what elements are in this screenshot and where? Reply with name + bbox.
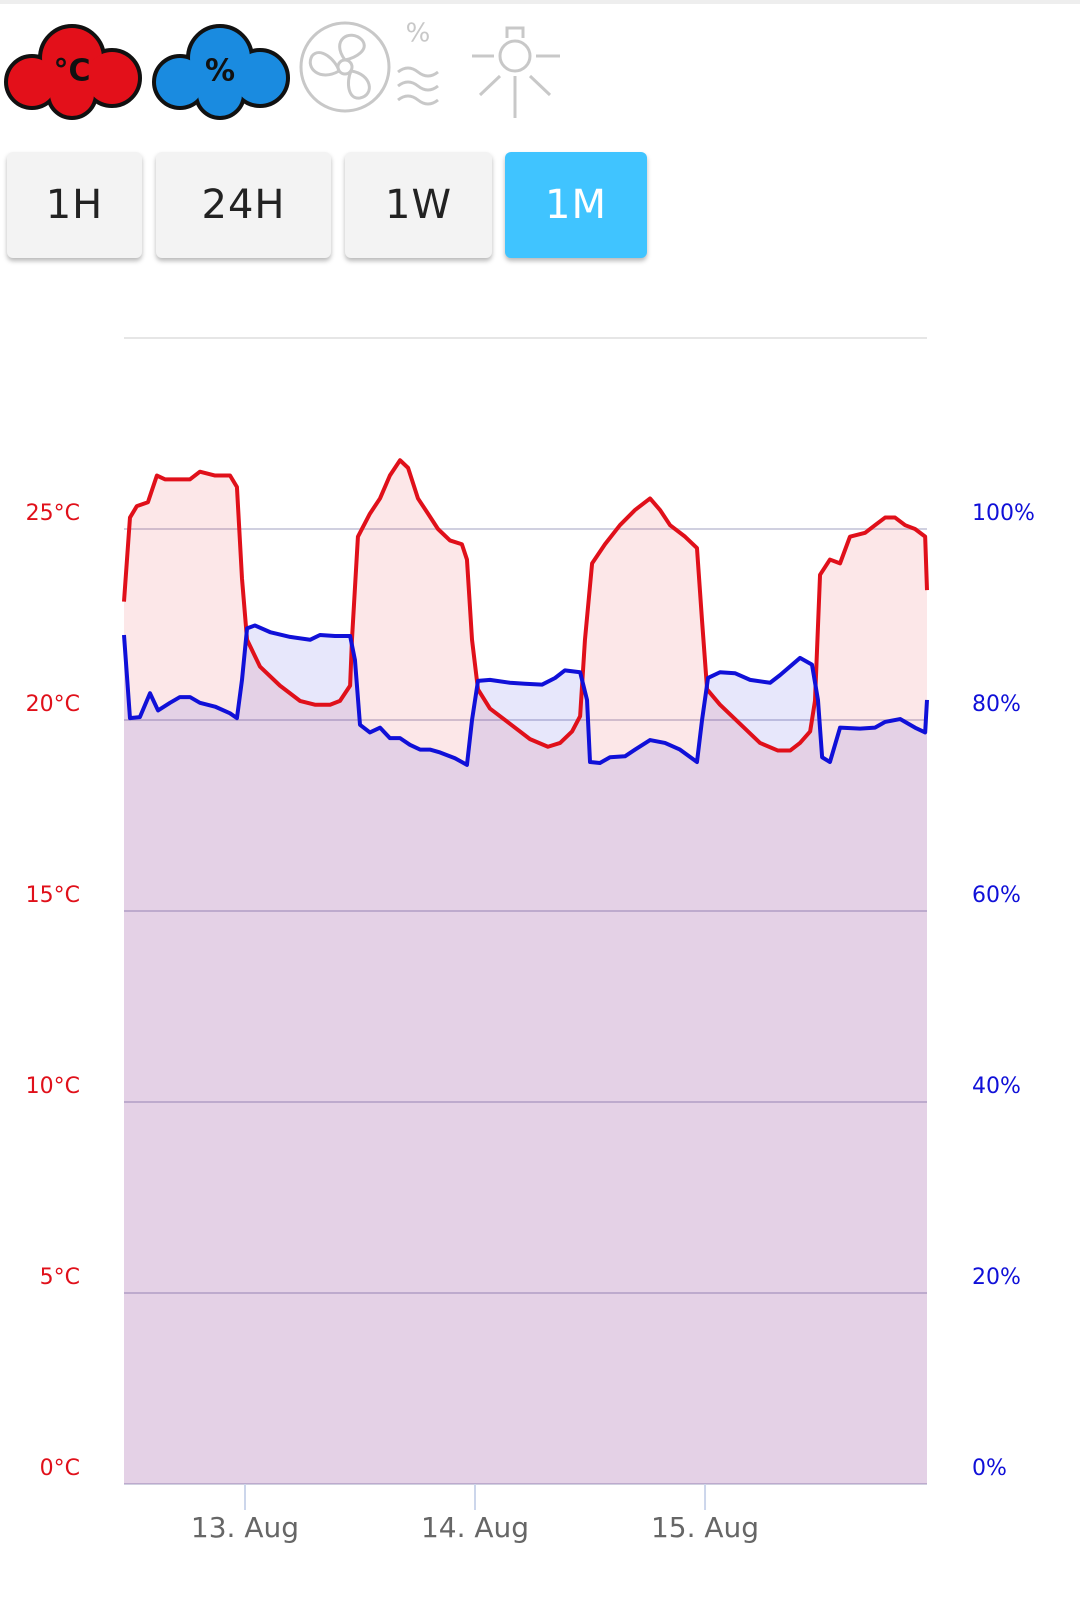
y-tick-label: 15°C [26,883,80,908]
y2-tick-label: 80% [972,692,1021,717]
y-tick-label: 10°C [26,1074,80,1099]
top-bar [0,0,1080,4]
icon-label: % [406,19,431,49]
y-tick-label: 25°C [26,501,80,526]
y-tick-label: 5°C [40,1265,80,1290]
series-line [122,623,929,767]
y-tick-label: 0°C [40,1456,80,1481]
y2-tick-label: 0% [972,1456,1007,1481]
x-tick-label: 15. Aug [651,1511,759,1544]
y-tick-label: 20°C [26,692,80,717]
series-area [124,460,927,1484]
range-button[interactable]: 24H [156,152,331,258]
series-area [124,625,927,1484]
humidity-icon[interactable]: % [152,24,290,120]
y2-tick-label: 100% [972,501,1035,526]
y2-tick-label: 40% [972,1074,1021,1099]
icon-label: % [205,54,235,89]
light-icon[interactable] [472,26,560,118]
temperature-icon[interactable]: °C [4,24,142,120]
icon-label: °C [53,54,90,89]
x-tick-label: 14. Aug [421,1511,529,1544]
x-tick-label: 13. Aug [191,1511,299,1544]
series-line [122,458,929,753]
y2-tick-label: 60% [972,883,1021,908]
sensor-icons: °C % % [4,19,560,120]
y2-tick-label: 20% [972,1265,1021,1290]
range-button[interactable]: 1M [505,152,647,258]
range-button[interactable]: 1W [345,152,492,258]
range-button[interactable]: 1H [7,152,142,258]
fan-icon[interactable]: % [299,19,439,113]
